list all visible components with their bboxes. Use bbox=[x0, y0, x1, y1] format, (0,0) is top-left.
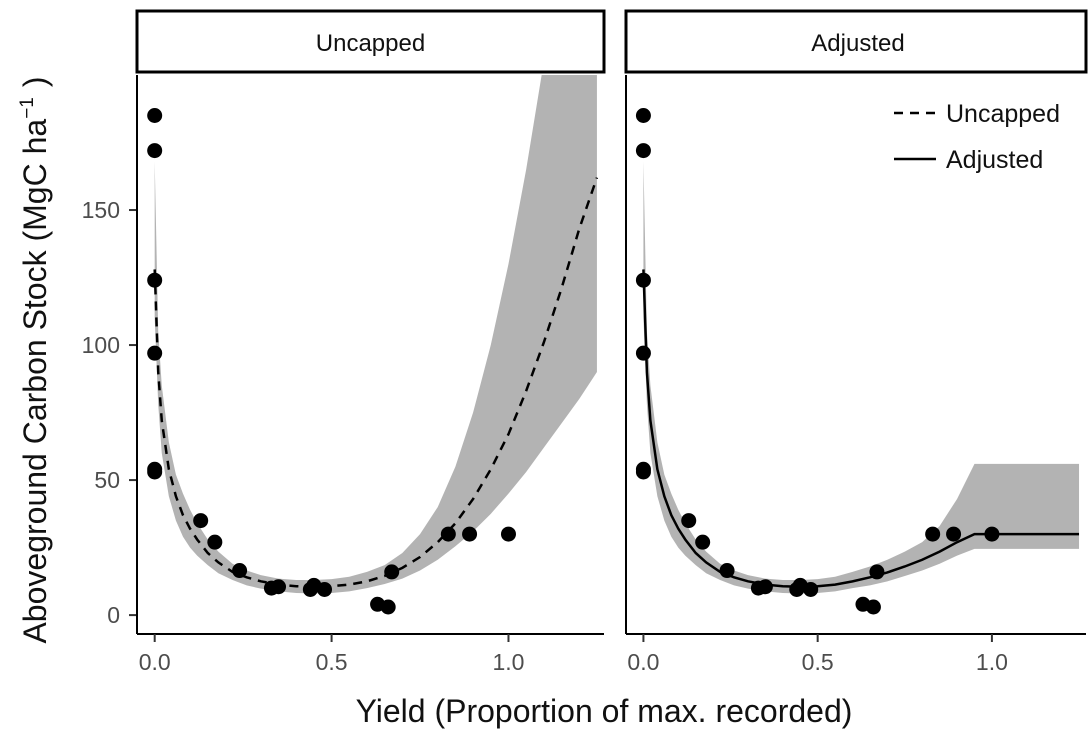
data-point bbox=[384, 564, 400, 580]
data-point bbox=[147, 143, 163, 159]
data-point bbox=[869, 564, 885, 580]
data-point bbox=[635, 272, 651, 288]
confidence-band bbox=[154, 75, 597, 594]
data-point bbox=[380, 599, 396, 615]
data-point bbox=[232, 563, 248, 579]
strip-adjusted bbox=[624, 9, 1088, 74]
y-axis-title-end: ) bbox=[17, 76, 53, 87]
strip-uncapped bbox=[135, 9, 606, 74]
x-tick-label: 1.0 bbox=[492, 649, 524, 675]
x-tick-label: 0.5 bbox=[316, 649, 348, 675]
data-point bbox=[757, 579, 773, 595]
x-tick-label: 1.0 bbox=[976, 649, 1008, 675]
legend: Uncapped Adjusted bbox=[894, 100, 1060, 174]
x-tick-label: 0.0 bbox=[627, 649, 659, 675]
data-point bbox=[635, 345, 651, 361]
data-point bbox=[803, 581, 819, 597]
data-point bbox=[147, 345, 163, 361]
y-tick-label: 0 bbox=[107, 602, 120, 628]
data-point bbox=[635, 464, 651, 480]
data-point bbox=[865, 599, 881, 615]
y-axis-ticks: 0 50 100 150 bbox=[82, 197, 137, 628]
data-point bbox=[147, 272, 163, 288]
y-tick-label: 150 bbox=[82, 197, 120, 223]
data-point bbox=[925, 526, 941, 542]
data-point bbox=[695, 534, 711, 550]
strip-label-adjusted: Adjusted bbox=[811, 30, 904, 57]
data-point bbox=[193, 513, 209, 529]
data-point bbox=[500, 526, 516, 542]
confidence-band bbox=[643, 161, 1080, 594]
strip-label-uncapped: Uncapped bbox=[316, 30, 425, 57]
x-tick-label: 0.5 bbox=[802, 649, 834, 675]
data-point bbox=[147, 108, 163, 124]
y-axis-title-superscript: −1 bbox=[17, 97, 38, 119]
data-point bbox=[317, 581, 333, 597]
x-tick-label: 0.0 bbox=[139, 649, 171, 675]
y-tick-label: 100 bbox=[82, 332, 120, 358]
panel-uncapped: Uncapped 0.0 0.5 1.0 bbox=[135, 9, 606, 675]
data-point bbox=[207, 534, 223, 550]
data-point bbox=[271, 579, 287, 595]
data-point bbox=[147, 464, 163, 480]
data-point bbox=[946, 526, 962, 542]
data-point bbox=[635, 108, 651, 124]
legend-label-adjusted: Adjusted bbox=[946, 146, 1043, 174]
data-point bbox=[462, 526, 478, 542]
data-point bbox=[635, 143, 651, 159]
y-axis-title: Aboveground Carbon Stock (MgC ha−1) bbox=[17, 76, 53, 643]
panel-adjusted: Adjusted 0.0 0.5 1.0 bbox=[624, 9, 1088, 675]
data-point bbox=[719, 563, 735, 579]
legend-label-uncapped: Uncapped bbox=[946, 100, 1060, 128]
data-point bbox=[984, 526, 1000, 542]
x-axis-title: Yield (Proportion of max. recorded) bbox=[356, 693, 853, 729]
data-point bbox=[681, 513, 697, 529]
y-axis-title-main: Aboveground Carbon Stock (MgC ha bbox=[17, 119, 53, 644]
y-tick-label: 50 bbox=[94, 467, 120, 493]
data-point bbox=[440, 526, 456, 542]
